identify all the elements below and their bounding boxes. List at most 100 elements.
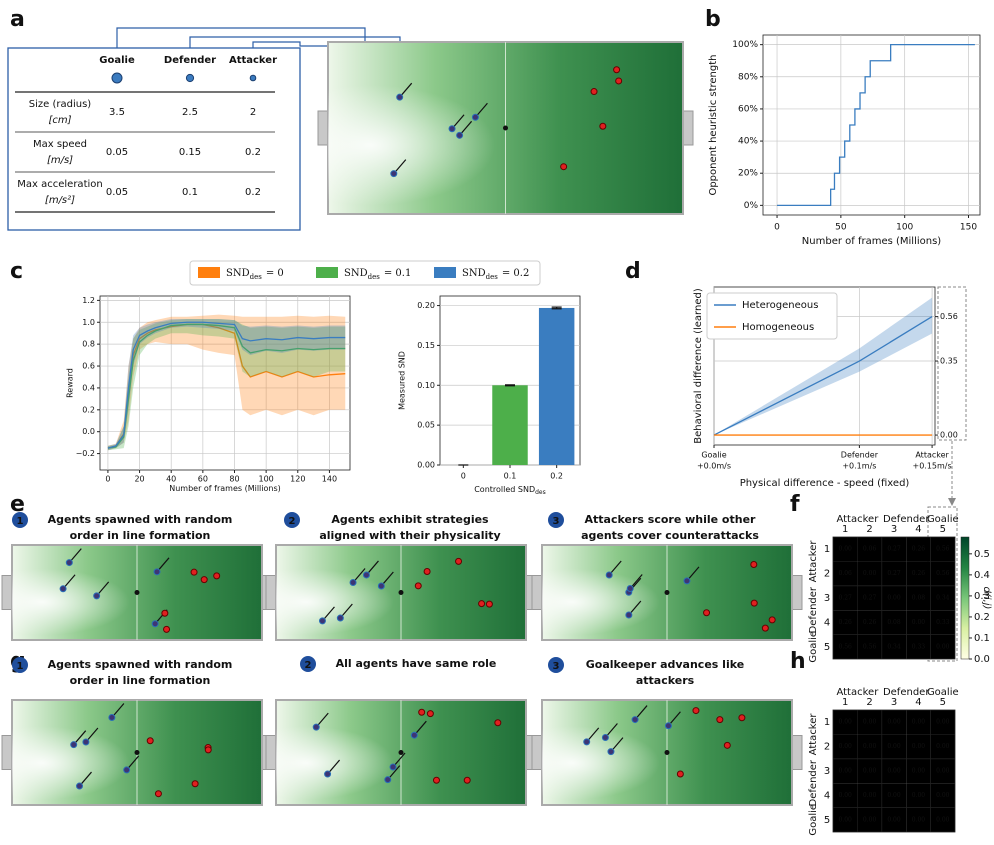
colorbar-label: d(i,j) [981, 587, 992, 610]
opponent [204, 746, 212, 754]
heat-cell [930, 758, 955, 784]
step-badge [300, 656, 316, 672]
heat-cell-label: 0.26 [839, 619, 853, 626]
heat-cell [930, 710, 955, 735]
y-tick-label: 0.56 [940, 312, 958, 321]
step-badge [284, 512, 300, 528]
x-axis-label-text: Controlled SND [474, 485, 535, 494]
row-index: 1 [824, 544, 830, 555]
row-unit: [m/s] [47, 155, 73, 166]
row-label: Size (radius) [29, 99, 92, 110]
y-tick-label: 80% [738, 72, 758, 82]
column-index: 4 [915, 697, 921, 708]
opponent [213, 572, 221, 580]
highlight-box [927, 506, 958, 662]
x-tick-label: 100 [896, 223, 913, 233]
agent [349, 579, 357, 587]
heat-cell-label: 0.33 [936, 619, 950, 626]
x-axis-label-text: Number of frames (Millions) [802, 236, 942, 247]
ball [503, 125, 508, 131]
agent [384, 776, 392, 784]
agent [448, 125, 456, 133]
agent [336, 614, 344, 622]
heat-cell [833, 783, 858, 808]
column-group-label: Goalie [927, 687, 959, 698]
x-tick-label: 0 [461, 472, 466, 481]
opponent [418, 708, 426, 716]
heat-cell [881, 537, 907, 562]
step-badge [12, 512, 28, 528]
goal [531, 735, 543, 770]
agent [312, 723, 320, 731]
y-tick-label: 1.2 [82, 296, 95, 305]
step-number: 2 [289, 516, 296, 527]
caption: agents cover counterattacks [581, 529, 759, 542]
agent [59, 585, 67, 593]
x-tick-label: 60 [198, 475, 208, 484]
panel-label: f [790, 492, 800, 517]
goal [265, 575, 277, 610]
y-tick-label: 0.6 [82, 362, 95, 371]
heat-cell [881, 734, 907, 759]
data-line [107, 321, 346, 449]
x-tick-sublabel: +0.15m/s [913, 462, 952, 471]
y-axis-label: Behavioral difference (learned) [693, 288, 704, 444]
legend-swatch [316, 267, 338, 278]
heat-cell [930, 561, 955, 586]
opponent [200, 576, 208, 584]
heat-cell [857, 610, 882, 635]
legend-sub: des [486, 273, 499, 281]
opponent [414, 582, 422, 590]
opponent [463, 776, 471, 784]
opponent [613, 66, 621, 74]
agent [626, 584, 634, 592]
heat-cell-label: 0.00 [887, 768, 901, 775]
step-number: 2 [305, 660, 312, 671]
row-group-label: Attacker [808, 540, 819, 583]
step-number: 1 [17, 516, 24, 527]
table-cell: 0.1 [182, 187, 198, 198]
table-cell: 2.5 [182, 107, 198, 118]
step-badge [12, 657, 28, 673]
heat-cell [930, 807, 955, 832]
row-index: 5 [824, 642, 830, 653]
agent [318, 617, 326, 625]
x-tick-label: 150 [960, 223, 977, 233]
heat-cell [833, 758, 858, 784]
step-number: 3 [553, 661, 560, 672]
x-axis-label: Number of frames (Millions) [169, 484, 281, 493]
y-axis-label: Measured SND [398, 351, 407, 410]
opponent [703, 609, 711, 617]
x-tick-label: 140 [322, 475, 337, 484]
y-axis-label: Reward [66, 368, 75, 398]
heat-cell [857, 710, 882, 735]
opponent [432, 776, 440, 784]
y-tick-label: 0.2 [82, 405, 95, 414]
heat-cell-label: 0.00 [863, 719, 877, 726]
caption: attackers [636, 674, 695, 687]
goal [791, 735, 803, 770]
y-tick-label: 0.00 [940, 431, 958, 440]
column-index: 5 [940, 524, 946, 535]
heat-cell-label: 0.00 [936, 719, 950, 726]
heat-cell-label: 0.00 [887, 595, 901, 602]
heat-cell [881, 783, 907, 808]
agent [410, 731, 418, 739]
agent-icon [249, 74, 257, 82]
goal [791, 575, 803, 610]
ball [664, 750, 670, 755]
heat-cell [906, 585, 931, 611]
table-frame [7, 47, 301, 231]
opponent [599, 122, 607, 130]
row-unit: [m/s²] [45, 195, 75, 206]
y-tick-label: 1.0 [82, 318, 95, 327]
heat-cell [833, 734, 858, 759]
ball [664, 590, 670, 595]
opponent [423, 568, 431, 576]
agent-icon [185, 73, 195, 83]
y-tick-label: 0.0 [82, 427, 95, 436]
column-index: 2 [866, 697, 872, 708]
row-group-label: Goalie [808, 804, 819, 836]
heat-cell [881, 710, 907, 735]
heat-cell [881, 807, 907, 832]
